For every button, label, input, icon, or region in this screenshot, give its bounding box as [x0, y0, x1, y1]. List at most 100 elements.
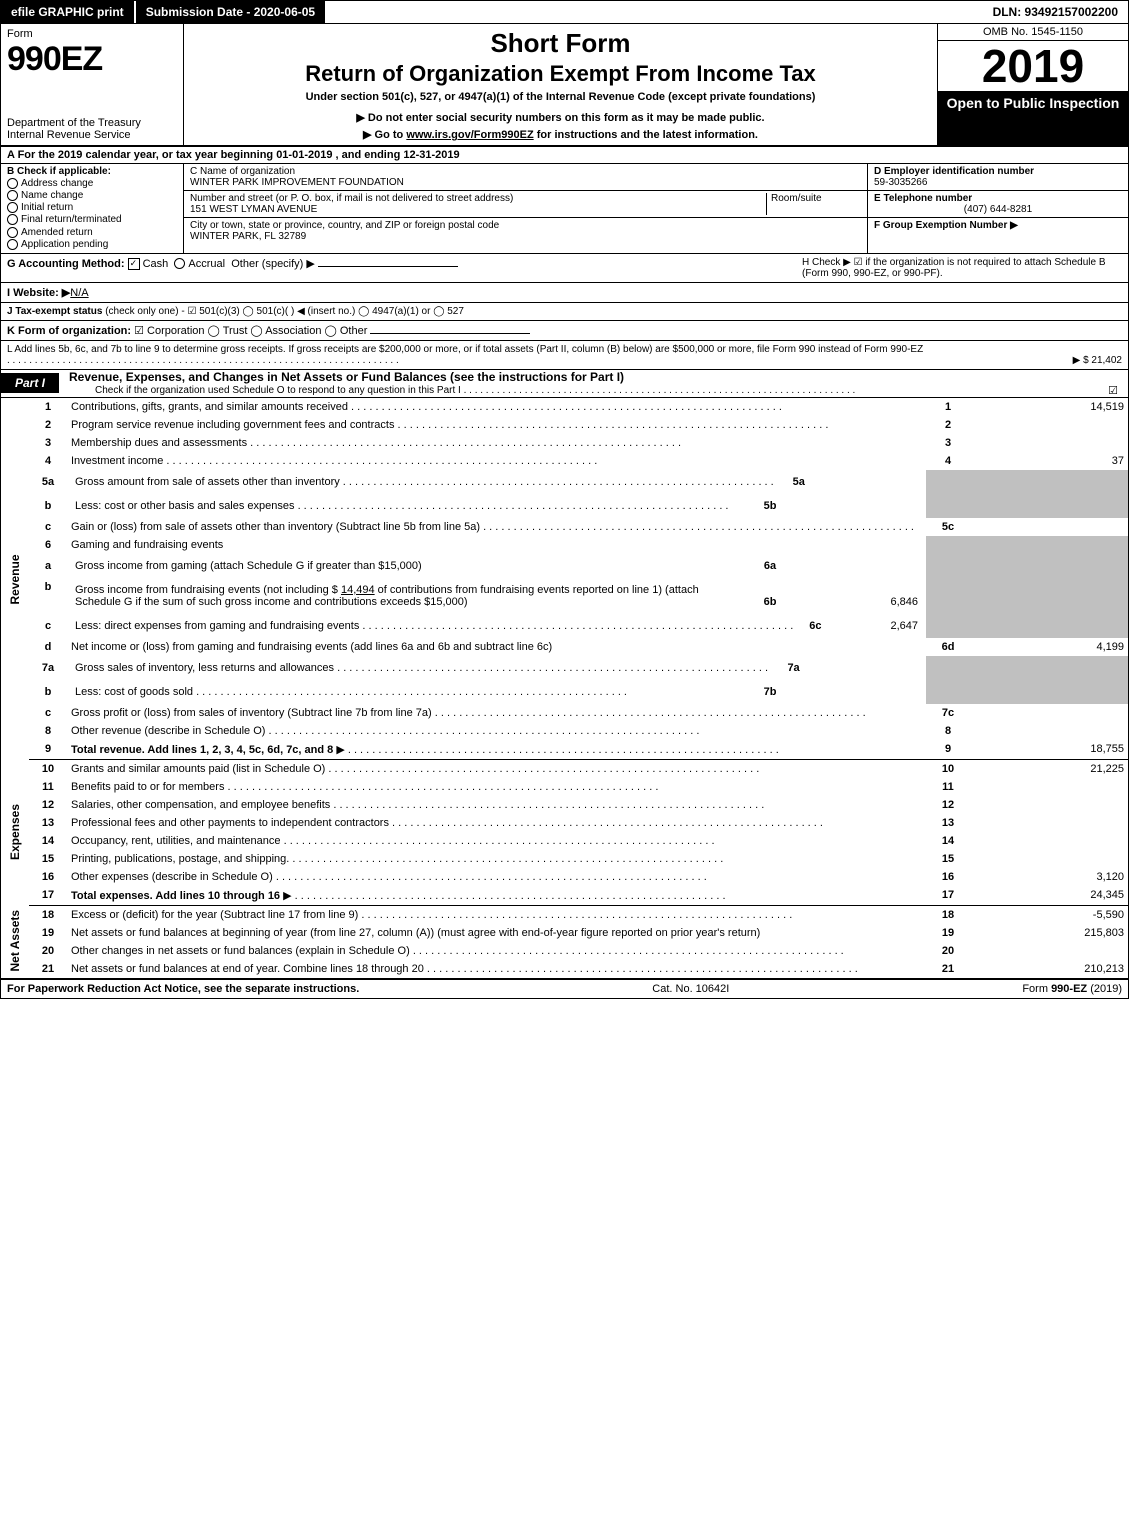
dept-label: Department of the Treasury — [7, 117, 177, 129]
check-final-return[interactable]: Final return/terminated — [7, 214, 177, 225]
section-b-title: B Check if applicable: — [7, 166, 177, 177]
room-suite-label: Room/suite — [766, 193, 861, 215]
line-desc: Other expenses (describe in Schedule O) — [67, 868, 926, 886]
line-value — [970, 778, 1128, 796]
section-b: B Check if applicable: Address change Na… — [1, 164, 184, 253]
shaded-val — [970, 578, 1128, 614]
check-amended-return[interactable]: Amended return — [7, 227, 177, 238]
section-h: H Check ▶ ☑ if the organization is not r… — [802, 257, 1122, 279]
line-box: 15 — [926, 850, 970, 868]
shaded-box — [926, 470, 970, 494]
shaded-val — [970, 614, 1128, 638]
line-num: 21 — [29, 960, 67, 978]
check-initial-return[interactable]: Initial return — [7, 202, 177, 213]
paperwork-notice: For Paperwork Reduction Act Notice, see … — [7, 983, 359, 995]
goto-pre: ▶ Go to — [363, 129, 406, 141]
sub-box: 6c — [797, 617, 833, 635]
line-value: 215,803 — [970, 924, 1128, 942]
line-num: 2 — [29, 416, 67, 434]
irs-label: Internal Revenue Service — [7, 129, 177, 141]
line-desc: Net income or (loss) from gaming and fun… — [67, 638, 926, 656]
check-address-change[interactable]: Address change — [7, 178, 177, 189]
check-label: Application pending — [21, 239, 108, 250]
line-desc: Program service revenue including govern… — [67, 416, 926, 434]
l17-bold: Total expenses. Add lines 10 through 16 — [71, 890, 280, 902]
j-opts: ☑ 501(c)(3) ◯ 501(c)( ) ◀ (insert no.) ◯… — [187, 306, 463, 317]
efile-print-button[interactable]: efile GRAPHIC print — [1, 1, 136, 23]
line-value — [970, 722, 1128, 740]
line-desc: Excess or (deficit) for the year (Subtra… — [67, 905, 926, 924]
line-value: -5,590 — [970, 905, 1128, 924]
under-section: Under section 501(c), 527, or 4947(a)(1)… — [190, 91, 931, 103]
line-value — [970, 518, 1128, 536]
line-num: 10 — [29, 759, 67, 778]
line-value: 21,225 — [970, 759, 1128, 778]
sub-value: 2,647 — [833, 617, 922, 635]
section-f-label: F Group Exemption Number ▶ — [874, 220, 1122, 231]
k-label: K Form of organization: — [7, 325, 131, 337]
shaded-val — [970, 494, 1128, 518]
line-value: 24,345 — [970, 886, 1128, 906]
accrual-radio[interactable] — [174, 258, 185, 269]
short-form-title: Short Form — [190, 28, 931, 59]
line-desc: Net assets or fund balances at beginning… — [67, 924, 926, 942]
sub-box: 7b — [746, 683, 794, 701]
submission-date: Submission Date - 2020-06-05 — [136, 1, 325, 23]
line-desc: Gross amount from sale of assets other t… — [71, 473, 778, 491]
line-desc: Benefits paid to or for members — [67, 778, 926, 796]
check-application-pending[interactable]: Application pending — [7, 239, 177, 250]
cash-checkbox[interactable] — [128, 258, 140, 270]
line-num: b — [29, 494, 67, 518]
line-desc: Total revenue. Add lines 1, 2, 3, 4, 5c,… — [67, 740, 926, 760]
line-desc: Gross income from fundraising events (no… — [71, 581, 746, 611]
tax-year: 2019 — [938, 41, 1128, 91]
line-box: 11 — [926, 778, 970, 796]
line-num: 20 — [29, 942, 67, 960]
topbar: efile GRAPHIC print Submission Date - 20… — [1, 1, 1128, 24]
ein-value: 59-3035266 — [874, 177, 1122, 188]
l6b-amount: 14,494 — [341, 584, 375, 596]
line-box: 10 — [926, 759, 970, 778]
line-num: 15 — [29, 850, 67, 868]
part1-header: Part I Revenue, Expenses, and Changes in… — [1, 369, 1128, 398]
check-label: Name change — [21, 190, 83, 201]
org-name: WINTER PARK IMPROVEMENT FOUNDATION — [190, 177, 861, 188]
form-page: efile GRAPHIC print Submission Date - 20… — [0, 0, 1129, 999]
check-name-change[interactable]: Name change — [7, 190, 177, 201]
line-num: 16 — [29, 868, 67, 886]
i-label: I Website: ▶ — [7, 287, 70, 299]
f-text: F Group Exemption Number ▶ — [874, 220, 1018, 231]
line-desc: Investment income — [67, 452, 926, 470]
shaded-val — [970, 680, 1128, 704]
header-left: Form 990EZ Department of the Treasury In… — [1, 24, 184, 145]
line-num: 5a — [29, 470, 67, 494]
line-value: 18,755 — [970, 740, 1128, 760]
c-name-label: C Name of organization — [190, 166, 861, 177]
line-box: 7c — [926, 704, 970, 722]
shaded-box — [926, 494, 970, 518]
irs-link[interactable]: www.irs.gov/Form990EZ — [406, 129, 533, 141]
line-num: 13 — [29, 814, 67, 832]
line-num: c — [29, 704, 67, 722]
line-value — [970, 704, 1128, 722]
l-amount: ▶ $ 21,402 — [1073, 355, 1122, 366]
part1-checkbox[interactable]: ☑ — [1098, 384, 1128, 397]
header-right: OMB No. 1545-1150 2019 Open to Public In… — [937, 24, 1128, 145]
line-desc: Membership dues and assessments — [67, 434, 926, 452]
line-num: 9 — [29, 740, 67, 760]
line-num: c — [29, 614, 67, 638]
line-value: 37 — [970, 452, 1128, 470]
line-box: 21 — [926, 960, 970, 978]
line-box: 16 — [926, 868, 970, 886]
section-d-label: D Employer identification number — [874, 166, 1122, 177]
city-state-zip: WINTER PARK, FL 32789 — [190, 231, 861, 242]
phone-value: (407) 644-8281 — [874, 204, 1122, 215]
line-box: 12 — [926, 796, 970, 814]
line-box: 17 — [926, 886, 970, 906]
line-value — [970, 416, 1128, 434]
line-desc: Total expenses. Add lines 10 through 16 … — [67, 886, 926, 906]
line-num: 14 — [29, 832, 67, 850]
l9-bold: Total revenue. Add lines 1, 2, 3, 4, 5c,… — [71, 744, 333, 756]
form-ref: Form 990-EZ (2019) — [1022, 983, 1122, 995]
line-num: a — [29, 554, 67, 578]
